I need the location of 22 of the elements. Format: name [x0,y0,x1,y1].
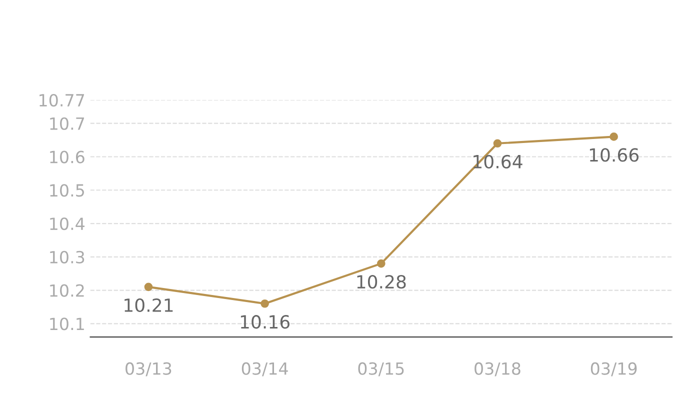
y-tick-label: 10.6 [50,150,84,164]
data-label: 10.16 [240,315,290,329]
y-tick-label: 10.7 [50,117,84,130]
point [493,139,502,148]
data-label: 10.28 [357,274,406,289]
x-tick-label: 03/13 [126,362,172,376]
y-tick-label: 10.5 [50,184,84,197]
point [610,132,618,141]
x-tick-label: 03/15 [358,362,404,376]
y-tick-label: 10.4 [50,217,85,230]
point [260,299,269,308]
data-label: 10.66 [590,148,639,162]
x-tick-label: 03/18 [474,362,520,376]
y-tick-label: 10.2 [50,284,84,297]
x-tick-label: 03/19 [590,362,637,376]
y-tick-label: 10.1 [50,318,84,330]
y-tick-label: 10.77 [40,94,84,107]
point [376,259,386,268]
point [144,282,153,292]
x-tick-label: 03/14 [242,362,288,376]
y-tick-label: 10.3 [50,250,84,264]
data-label: 10.21 [124,298,173,312]
